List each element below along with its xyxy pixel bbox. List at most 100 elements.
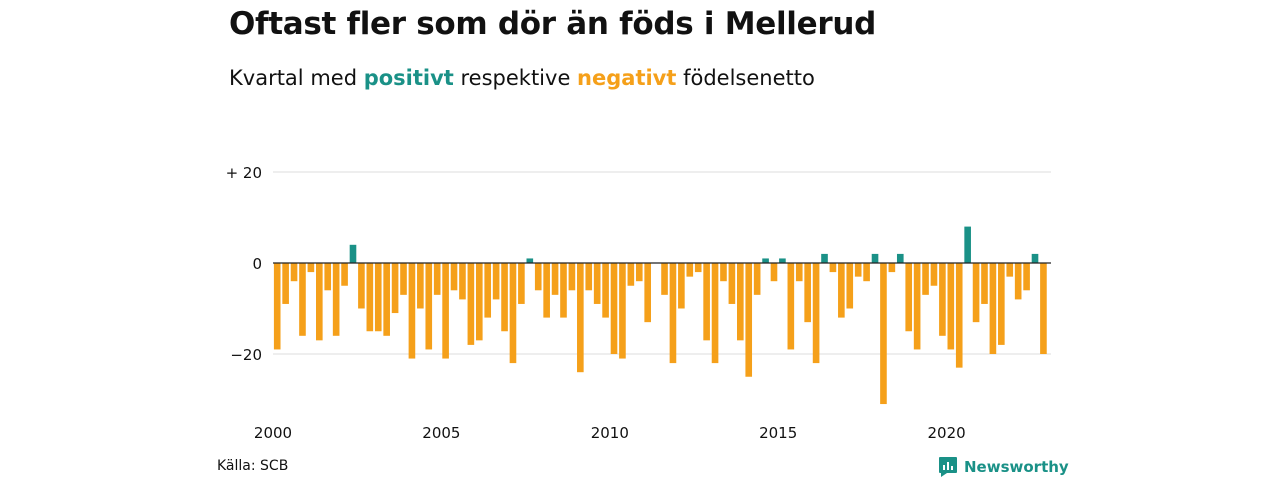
bar — [644, 263, 651, 323]
bar — [627, 263, 635, 286]
bar — [930, 263, 938, 286]
bar — [341, 263, 348, 286]
source-note: Källa: SCB — [217, 458, 289, 474]
bar — [408, 263, 416, 359]
chart-subtitle: Kvartal med positivt respektive negativt… — [229, 66, 815, 90]
bar — [299, 263, 306, 336]
bar — [635, 263, 643, 282]
bar — [282, 263, 289, 304]
bar — [610, 263, 618, 354]
bar — [812, 263, 820, 364]
bar — [358, 263, 365, 309]
bar — [871, 253, 879, 263]
bar — [972, 263, 980, 323]
bar — [417, 263, 424, 309]
bar — [947, 263, 955, 350]
chart-title: Oftast fler som dör än föds i Mellerud — [229, 6, 876, 42]
bar — [593, 263, 601, 304]
bar — [534, 263, 542, 291]
bar — [450, 263, 458, 291]
bar — [560, 263, 567, 318]
subtitle-text-1: Kvartal med — [229, 66, 364, 90]
bar — [1031, 253, 1039, 263]
bar — [509, 263, 517, 364]
x-tick-label: 2020 — [928, 424, 966, 442]
bar — [1014, 263, 1022, 300]
bar — [1040, 263, 1047, 354]
bar — [846, 263, 854, 309]
bar — [543, 263, 550, 318]
x-tick-label: 2000 — [254, 424, 292, 442]
bar — [863, 263, 870, 282]
bar — [939, 263, 946, 336]
bar — [492, 263, 500, 300]
bar — [400, 263, 407, 295]
bar — [442, 263, 449, 359]
x-tick-label: 2015 — [759, 424, 797, 442]
bar — [501, 263, 508, 332]
x-tick-label: 2010 — [591, 424, 629, 442]
bar — [290, 263, 298, 282]
bar — [273, 263, 281, 350]
bar — [703, 263, 710, 341]
bar — [770, 263, 778, 282]
bar — [307, 263, 315, 273]
bar — [678, 263, 685, 309]
bar — [787, 263, 795, 350]
bar — [602, 263, 609, 318]
bar — [324, 263, 332, 291]
bar — [838, 263, 845, 318]
bar — [720, 263, 727, 282]
bar — [475, 263, 483, 341]
bar — [854, 263, 862, 277]
bar — [526, 258, 534, 263]
bar — [905, 263, 913, 332]
bar — [467, 263, 475, 345]
bar — [762, 258, 769, 263]
bar — [694, 263, 702, 273]
brand-name: Newsworthy — [964, 458, 1069, 476]
bar — [896, 253, 904, 263]
bar — [880, 263, 887, 405]
bar — [383, 263, 390, 336]
bar — [711, 263, 719, 364]
bar — [913, 263, 921, 350]
bar — [728, 263, 736, 304]
bar — [753, 263, 761, 295]
bar — [686, 263, 694, 277]
y-tick-label: + 20 — [226, 164, 262, 182]
subtitle-negative: negativt — [577, 66, 677, 90]
y-tick-label: −20 — [230, 346, 262, 364]
bar — [577, 263, 584, 373]
bar — [332, 263, 340, 336]
brand-logo: Newsworthy — [938, 456, 1069, 478]
bar — [998, 263, 1005, 345]
bar — [551, 263, 559, 295]
bar — [425, 263, 433, 350]
x-tick-label: 2005 — [422, 424, 460, 442]
bar — [955, 263, 963, 368]
bar — [433, 263, 441, 295]
bar — [779, 258, 786, 263]
bar — [922, 263, 929, 295]
bar — [518, 263, 525, 304]
bar — [795, 263, 803, 282]
bar — [374, 263, 382, 332]
bar — [804, 263, 811, 323]
bar — [619, 263, 626, 359]
bar — [366, 263, 374, 332]
bar — [459, 263, 466, 300]
bar — [568, 263, 576, 291]
bar — [585, 263, 593, 291]
subtitle-text-3: födelsenetto — [676, 66, 815, 90]
bar — [888, 263, 896, 273]
bar — [745, 263, 753, 377]
newsworthy-logo-icon — [939, 457, 957, 477]
bar — [1023, 263, 1030, 291]
bar — [661, 263, 668, 295]
bar — [669, 263, 677, 364]
bar — [349, 244, 357, 263]
bar — [737, 263, 744, 341]
bar — [1006, 263, 1014, 277]
